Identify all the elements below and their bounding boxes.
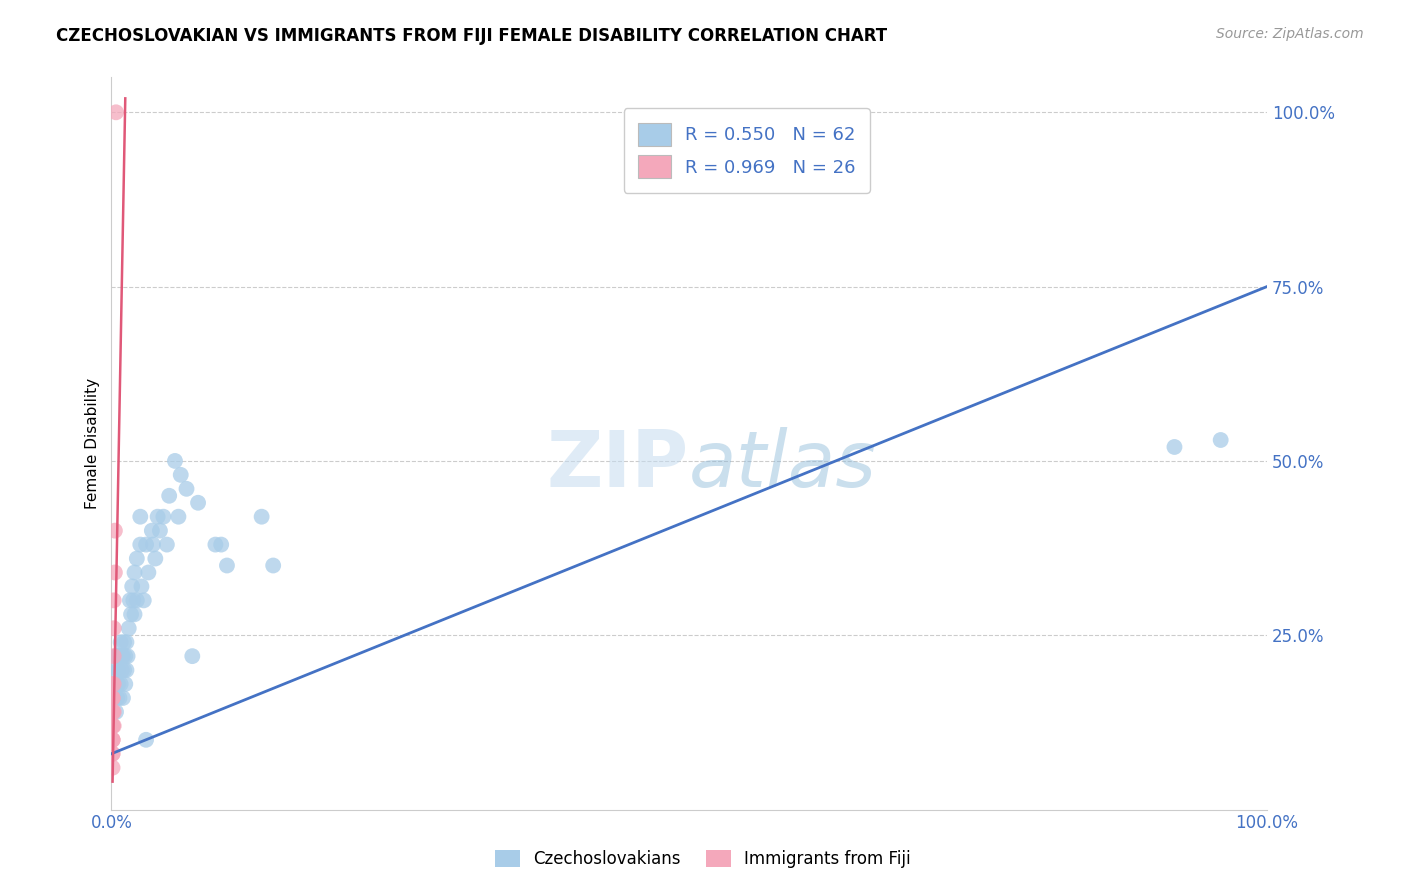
Point [125, 551, 148, 566]
Point [129, 509, 152, 524]
Point [129, 538, 152, 552]
Point [157, 489, 180, 503]
Point [101, 705, 124, 719]
Point [101, 677, 124, 691]
Point [111, 690, 134, 705]
Point [115, 663, 138, 677]
Legend: R = 0.550   N = 62, R = 0.969   N = 26: R = 0.550 N = 62, R = 0.969 N = 26 [624, 109, 870, 193]
Point [103, 719, 125, 733]
Point [101, 732, 124, 747]
Point [104, 524, 127, 538]
Point [101, 719, 124, 733]
Point [176, 482, 198, 496]
Point [122, 593, 145, 607]
Point [262, 558, 284, 573]
Point [101, 732, 124, 747]
Point [115, 635, 138, 649]
Point [111, 649, 134, 664]
Point [114, 677, 136, 691]
Point [107, 677, 129, 691]
Point [142, 538, 165, 552]
Point [204, 538, 226, 552]
Point [103, 649, 125, 664]
Point [105, 705, 128, 719]
Point [118, 593, 141, 607]
Point [103, 593, 125, 607]
Point [103, 705, 125, 719]
Y-axis label: Female Disability: Female Disability [86, 378, 100, 509]
Point [121, 579, 143, 593]
Point [101, 747, 124, 761]
Point [103, 677, 125, 691]
Point [104, 663, 127, 677]
Point [125, 593, 148, 607]
Point [170, 467, 193, 482]
Point [101, 705, 124, 719]
Point [105, 690, 128, 705]
Point [124, 566, 146, 580]
Point [103, 621, 125, 635]
Point [163, 454, 186, 468]
Point [117, 649, 139, 664]
Point [149, 524, 172, 538]
Point [156, 538, 179, 552]
Point [118, 621, 141, 635]
Point [181, 649, 204, 664]
Text: ZIP: ZIP [547, 427, 689, 503]
Point [187, 496, 209, 510]
Point [215, 558, 238, 573]
Text: Source: ZipAtlas.com: Source: ZipAtlas.com [1216, 27, 1364, 41]
Point [131, 579, 153, 593]
Point [101, 690, 124, 705]
Point [112, 635, 135, 649]
Point [105, 649, 128, 664]
Point [124, 607, 146, 622]
Point [105, 649, 128, 664]
Point [108, 649, 131, 664]
Text: CZECHOSLOVAKIAN VS IMMIGRANTS FROM FIJI FEMALE DISABILITY CORRELATION CHART: CZECHOSLOVAKIAN VS IMMIGRANTS FROM FIJI … [56, 27, 887, 45]
Point [138, 566, 160, 580]
Point [101, 747, 124, 761]
Point [101, 690, 124, 705]
Point [101, 719, 124, 733]
Text: atlas: atlas [689, 427, 877, 503]
Point [104, 690, 127, 705]
Point [101, 690, 124, 705]
Point [101, 732, 124, 747]
Point [143, 551, 166, 566]
Legend: Czechoslovakians, Immigrants from Fiji: Czechoslovakians, Immigrants from Fiji [488, 843, 918, 875]
Point [146, 509, 169, 524]
Point [104, 566, 127, 580]
Point [101, 761, 124, 775]
Point [1163, 440, 1185, 454]
Point [105, 677, 128, 691]
Point [120, 607, 142, 622]
Point [209, 538, 232, 552]
Point [107, 663, 129, 677]
Point [101, 719, 124, 733]
Point [103, 677, 125, 691]
Point [105, 105, 128, 120]
Point [135, 538, 157, 552]
Point [110, 635, 132, 649]
Point [112, 663, 135, 677]
Point [110, 677, 132, 691]
Point [135, 732, 157, 747]
Point [132, 593, 155, 607]
Point [101, 705, 124, 719]
Point [108, 690, 131, 705]
Point [152, 509, 174, 524]
Point [114, 649, 136, 664]
Point [141, 524, 163, 538]
Point [111, 649, 134, 664]
Point [101, 719, 124, 733]
Point [167, 509, 190, 524]
Point [1209, 433, 1232, 447]
Point [250, 509, 273, 524]
Point [111, 663, 134, 677]
